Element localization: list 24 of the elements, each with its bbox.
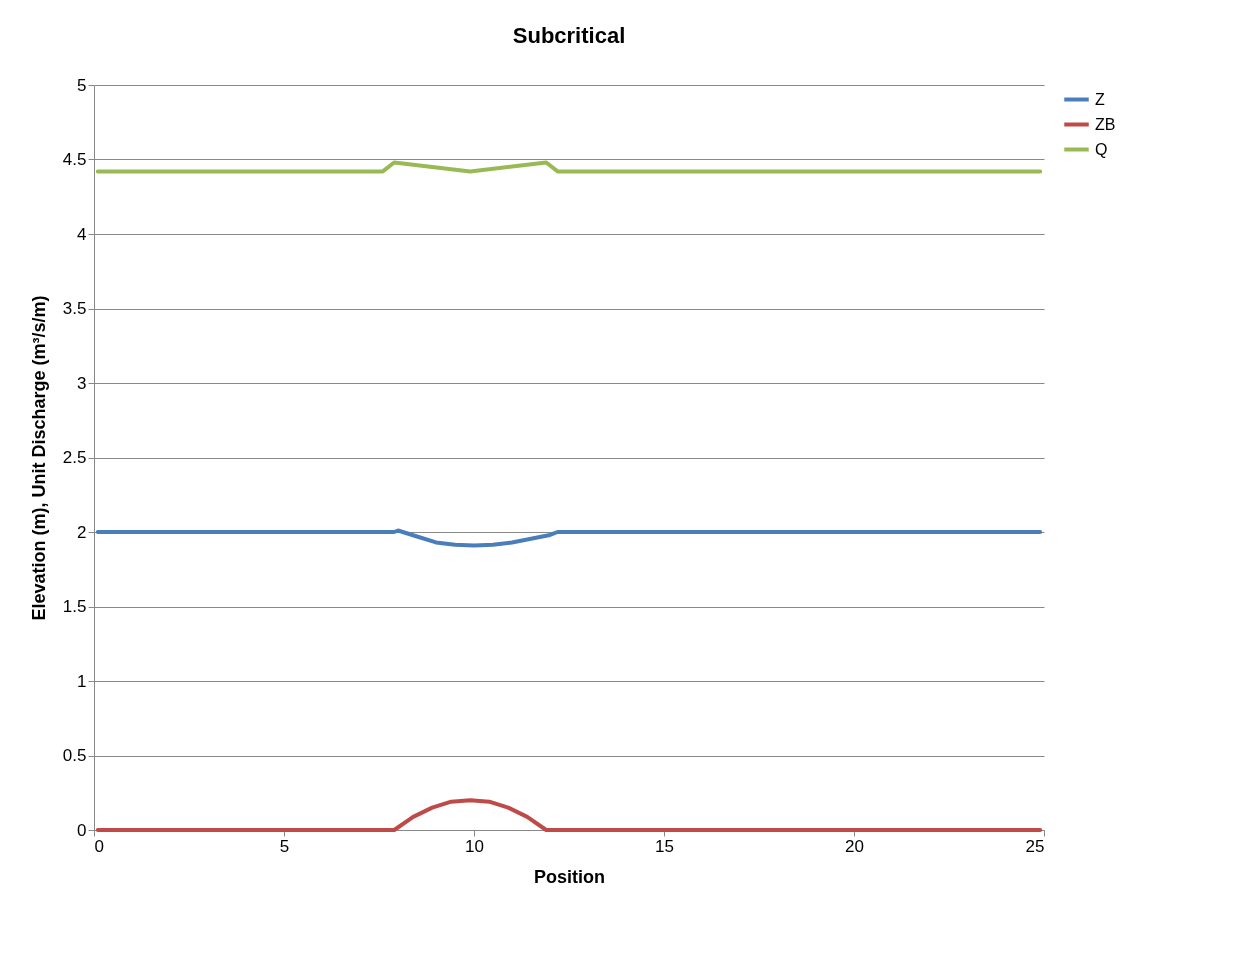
- y-tick-label: 2.5: [62, 448, 87, 467]
- x-tick-label: 10: [465, 836, 484, 856]
- y-tick-label: 1: [77, 671, 87, 691]
- x-tick-label: 5: [279, 836, 290, 856]
- y-tick-label: 4: [77, 224, 87, 244]
- y-tick-label: 4.5: [62, 150, 87, 169]
- legend-label: ZB: [1095, 115, 1116, 133]
- x-tick-label: 20: [845, 836, 864, 856]
- y-tick-label: 0: [77, 820, 87, 840]
- x-tick-label: 15: [655, 836, 674, 856]
- x-axis-title: Position: [534, 866, 605, 887]
- y-tick-label: 1.5: [62, 597, 87, 616]
- line-series: [95, 798, 1043, 832]
- y-tick-label: 2: [77, 522, 87, 542]
- y-tick-label: 0.5: [62, 746, 87, 765]
- chart-title: Subcritical: [512, 23, 626, 48]
- x-tick-label: 0: [94, 836, 104, 856]
- legend-label: Q: [1095, 140, 1108, 158]
- x-tick-label: 25: [1025, 836, 1045, 856]
- y-axis-title: Elevation (m), Unit Discharge (m³/s/m): [28, 295, 49, 621]
- y-tick-label: 5: [77, 75, 87, 95]
- legend-label: Z: [1095, 90, 1105, 108]
- y-tick-label: 3: [77, 373, 87, 393]
- y-tick-label: 3.5: [62, 299, 87, 318]
